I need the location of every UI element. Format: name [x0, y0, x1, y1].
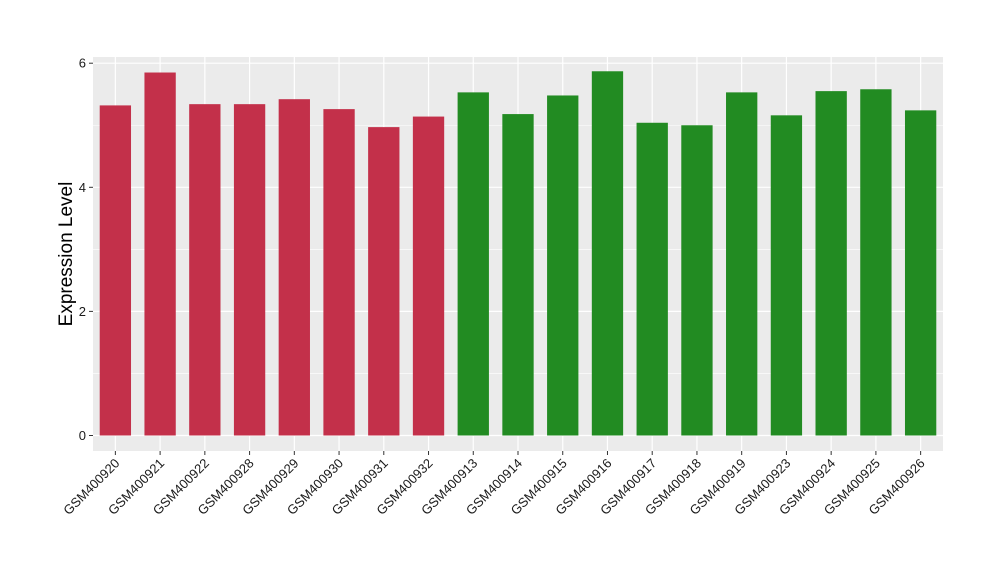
y-tick-label: 6 — [79, 56, 86, 71]
y-axis: 0 2 4 6 — [79, 56, 93, 443]
bar-GSM400928 — [233, 104, 266, 436]
bar-GSM400923 — [770, 115, 803, 436]
bar-GSM400914 — [502, 114, 534, 436]
y-axis-title: Expression Level — [56, 182, 77, 327]
bars — [99, 71, 937, 436]
bar-GSM400917 — [636, 122, 668, 436]
bar-GSM400913 — [457, 92, 489, 436]
y-tick-label: 0 — [79, 428, 86, 443]
bar-GSM400924 — [815, 91, 847, 436]
bar-GSM400921 — [144, 72, 176, 436]
bar-GSM400925 — [860, 89, 892, 436]
bar-GSM400926 — [904, 110, 937, 436]
bar-GSM400918 — [681, 125, 713, 436]
bar-GSM400931 — [368, 127, 400, 436]
x-axis: GSM400920GSM400921GSM400922GSM400928GSM4… — [60, 451, 928, 518]
bar-GSM400915 — [547, 95, 579, 436]
bar-GSM400919 — [726, 92, 758, 436]
y-tick-label: 4 — [79, 180, 86, 195]
bar-GSM400922 — [189, 104, 221, 436]
bar-GSM400932 — [412, 116, 445, 436]
bar-GSM400929 — [278, 99, 310, 436]
bar-GSM400916 — [591, 71, 624, 436]
bar-GSM400920 — [99, 105, 132, 436]
bar-GSM400930 — [323, 109, 355, 436]
y-tick-label: 2 — [79, 304, 86, 319]
